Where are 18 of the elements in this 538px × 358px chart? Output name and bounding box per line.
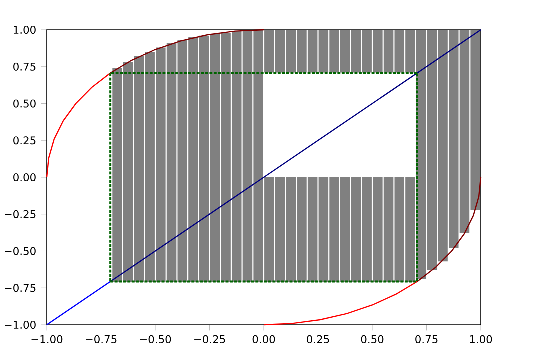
y-tick-label: −0.50: [5, 247, 36, 256]
y-tick-label: 0.00: [14, 173, 36, 182]
y-tick-label: −1.00: [5, 320, 36, 330]
x-tick-label: 0.00: [252, 335, 276, 344]
y-tick-label: −0.75: [5, 284, 36, 292]
y-tick-label: −0.25: [5, 210, 36, 218]
x-tick-label: 0.50: [361, 335, 384, 344]
x-tick-label: 0.25: [307, 335, 330, 344]
x-tick-label: 1.00: [470, 335, 492, 344]
x-tick-label: −0.50: [140, 335, 172, 344]
x-tick-label: 0.75: [416, 335, 438, 344]
y-tick-label: 0.25: [14, 136, 36, 145]
x-tick-label: −0.75: [86, 335, 117, 344]
y-tick-label: 1.00: [14, 26, 36, 34]
y-tick-label: 0.75: [14, 62, 36, 71]
y-tick-label: 0.50: [14, 100, 36, 108]
x-tick-label: −1.00: [32, 335, 63, 344]
x-tick-label: −0.25: [194, 335, 226, 344]
